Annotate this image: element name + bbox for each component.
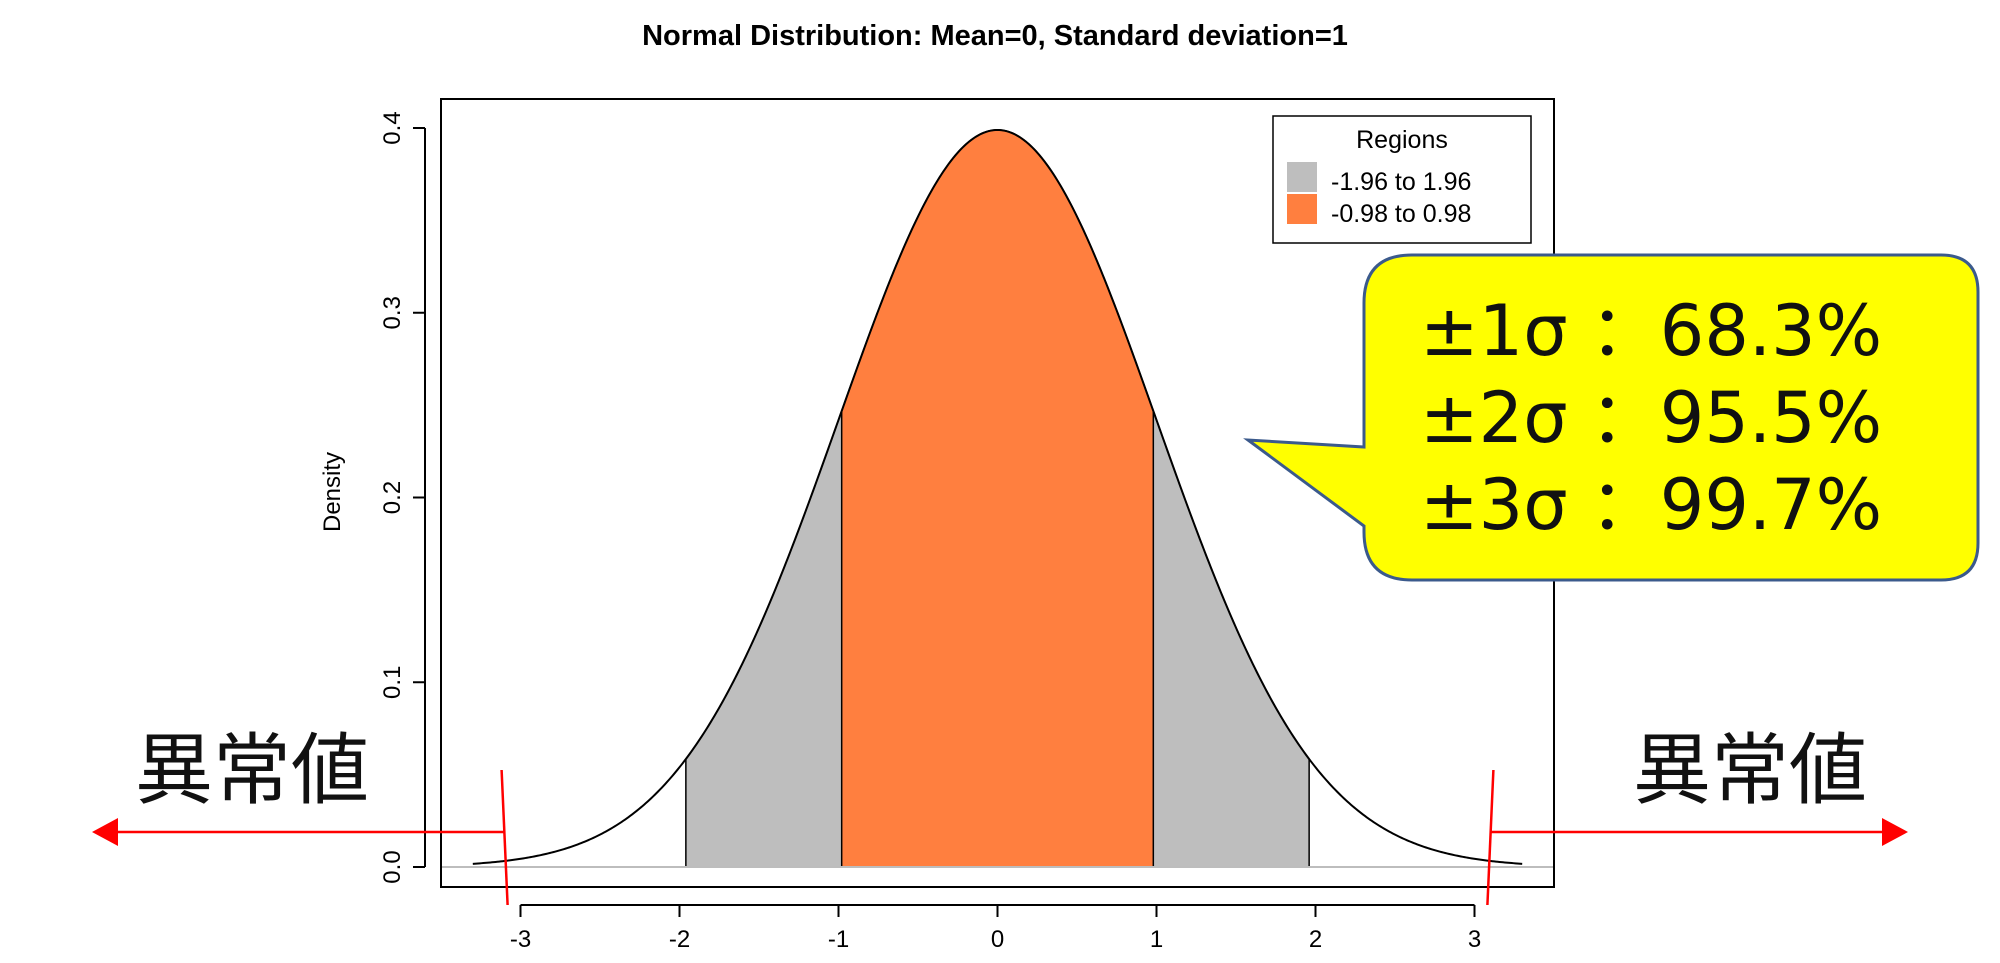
callout-line-2: ±2σ ：95.5% bbox=[1420, 377, 1882, 459]
outlier-left: 異常値 bbox=[92, 726, 509, 906]
legend-swatch-orange bbox=[1287, 194, 1317, 224]
y-tick-label: 0.3 bbox=[379, 296, 406, 329]
callout-line-3: ±3σ ：99.7% bbox=[1420, 464, 1882, 546]
y-tick-label: 0.4 bbox=[379, 111, 406, 144]
chart-title: Normal Distribution: Mean=0, Standard de… bbox=[642, 20, 1348, 52]
region-fill-1 bbox=[840, 129, 1155, 868]
legend-label-gray: -1.96 to 1.96 bbox=[1331, 168, 1471, 196]
legend-swatch-gray bbox=[1287, 162, 1317, 192]
x-tick-label: 0 bbox=[991, 926, 1004, 953]
y-tick-label: 0.2 bbox=[379, 481, 406, 514]
outlier-right: 異常値 bbox=[1486, 726, 1908, 906]
legend-label-orange: -0.98 to 0.98 bbox=[1331, 200, 1471, 228]
sigma-callout: ±1σ ：68.3% ±2σ ：95.5% ±3σ ：99.7% bbox=[1243, 253, 1980, 582]
regions-layer bbox=[685, 129, 1310, 868]
legend-title: Regions bbox=[1356, 126, 1448, 154]
x-tick-label: -3 bbox=[510, 926, 531, 953]
axes-layer: -3 -2 -1 0 1 2 3 0.0 0.1 0.2 0.3 0.4 bbox=[379, 111, 1481, 953]
outlier-label-left: 異常値 bbox=[135, 726, 369, 816]
callout-line-1: ±1σ ：68.3% bbox=[1420, 290, 1882, 372]
y-axis-title: Density bbox=[319, 452, 346, 532]
x-tick-label: 1 bbox=[1150, 926, 1163, 953]
outlier-label-right: 異常値 bbox=[1633, 726, 1867, 816]
y-tick-label: 0.0 bbox=[379, 850, 406, 883]
callout-bubble bbox=[1243, 253, 1980, 582]
arrowhead-right-icon bbox=[1882, 818, 1908, 846]
outlier-cut-right bbox=[1486, 769, 1495, 906]
density-curve bbox=[472, 128, 1523, 865]
outlier-cut-left bbox=[500, 769, 509, 906]
x-tick-label: -2 bbox=[669, 926, 690, 953]
x-tick-label: -1 bbox=[828, 926, 849, 953]
y-tick-label: 0.1 bbox=[379, 666, 406, 699]
curve-layer bbox=[441, 128, 1554, 868]
x-tick-label: 3 bbox=[1468, 926, 1481, 953]
x-tick-label: 2 bbox=[1309, 926, 1322, 953]
legend: Regions -1.96 to 1.96 -0.98 to 0.98 bbox=[1272, 115, 1532, 244]
arrowhead-left-icon bbox=[92, 818, 118, 846]
